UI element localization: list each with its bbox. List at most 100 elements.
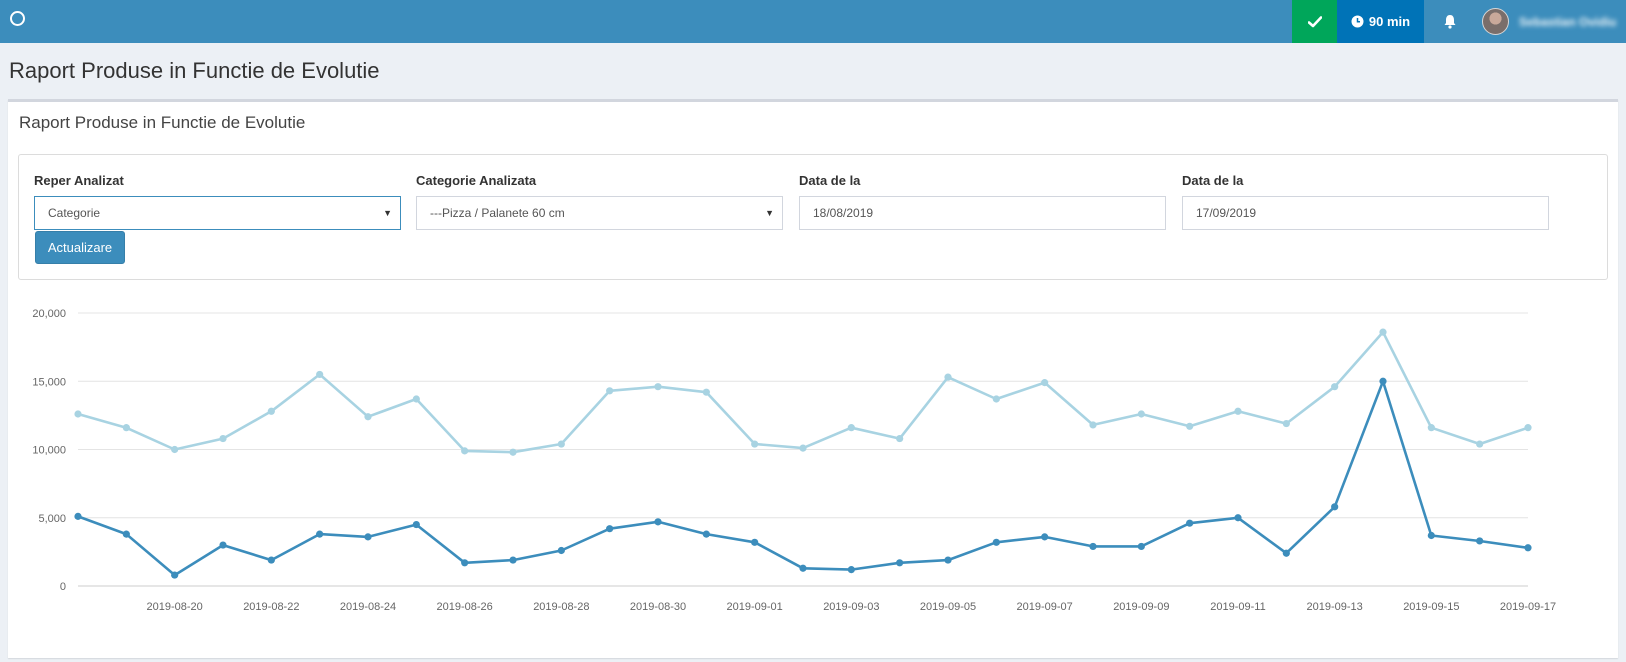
- data-point[interactable]: [364, 413, 372, 421]
- data-point[interactable]: [219, 434, 227, 443]
- circle-icon[interactable]: [10, 11, 25, 26]
- data-point[interactable]: [944, 373, 952, 381]
- data-point[interactable]: [1089, 421, 1097, 429]
- avatar: [1482, 8, 1509, 35]
- series-line-2: [77, 380, 1529, 577]
- data-point[interactable]: [74, 410, 82, 418]
- reper-select-value: Categorie: [48, 206, 101, 220]
- data-point[interactable]: [1041, 533, 1049, 541]
- x-tick-label: 2019-09-15: [1403, 601, 1459, 613]
- data-point[interactable]: [219, 541, 227, 549]
- data-point[interactable]: [606, 525, 614, 533]
- notifications-button[interactable]: [1430, 0, 1470, 43]
- data-point[interactable]: [1476, 440, 1484, 448]
- data-point[interactable]: [944, 556, 952, 564]
- data-point[interactable]: [1089, 542, 1097, 551]
- data-point[interactable]: [557, 440, 565, 448]
- data-point[interactable]: [364, 533, 372, 541]
- data-point[interactable]: [122, 424, 130, 432]
- top-navbar: 90 min Sebastian Ovidiu: [0, 0, 1626, 43]
- data-point[interactable]: [1379, 377, 1387, 385]
- data-point[interactable]: [799, 444, 807, 452]
- x-tick-label: 2019-09-07: [1017, 601, 1073, 613]
- data-point[interactable]: [847, 424, 855, 432]
- data-point[interactable]: [171, 445, 179, 454]
- data-point[interactable]: [654, 518, 662, 526]
- data-point[interactable]: [1282, 419, 1290, 428]
- data-point[interactable]: [1331, 383, 1339, 391]
- data-point[interactable]: [702, 388, 710, 396]
- data-point[interactable]: [1234, 407, 1242, 415]
- data-point[interactable]: [557, 546, 565, 555]
- x-tick-label: 2019-09-09: [1113, 601, 1169, 613]
- data-point[interactable]: [74, 512, 82, 520]
- user-menu[interactable]: Sebastian Ovidiu: [1482, 0, 1616, 43]
- data-point[interactable]: [992, 395, 1000, 403]
- data-point[interactable]: [751, 538, 759, 546]
- data-point[interactable]: [1524, 424, 1532, 432]
- data-point[interactable]: [606, 387, 614, 395]
- date-start-field: Data de la 18/08/2019: [799, 173, 1166, 230]
- data-point[interactable]: [461, 447, 469, 455]
- data-point[interactable]: [171, 571, 179, 579]
- data-point[interactable]: [1186, 422, 1194, 430]
- reper-label: Reper Analizat: [34, 173, 124, 188]
- y-tick-label: 15,000: [32, 376, 66, 388]
- date-start-value: 18/08/2019: [813, 206, 874, 220]
- data-point[interactable]: [122, 530, 130, 538]
- x-tick-label: 2019-09-01: [727, 601, 783, 613]
- x-tick-label: 2019-08-24: [340, 601, 396, 613]
- data-point[interactable]: [702, 530, 710, 538]
- data-point[interactable]: [847, 566, 855, 574]
- data-point[interactable]: [412, 395, 420, 403]
- data-point[interactable]: [896, 559, 904, 567]
- data-point[interactable]: [1331, 503, 1339, 511]
- data-point[interactable]: [509, 448, 517, 456]
- data-point[interactable]: [412, 520, 420, 529]
- data-point[interactable]: [267, 407, 275, 415]
- data-point[interactable]: [316, 370, 324, 379]
- x-tick-label: 2019-08-22: [243, 601, 299, 613]
- caret-down-icon: ▼: [383, 208, 392, 218]
- data-point[interactable]: [799, 564, 807, 572]
- data-point[interactable]: [1427, 531, 1435, 540]
- x-tick-label: 2019-08-20: [147, 601, 203, 613]
- data-point[interactable]: [1476, 537, 1484, 545]
- data-point[interactable]: [992, 538, 1000, 546]
- date-start-input[interactable]: 18/08/2019: [799, 196, 1166, 230]
- categorie-select[interactable]: ---Pizza / Palanete 60 cm ▼: [416, 196, 783, 230]
- x-tick-label: 2019-09-13: [1307, 601, 1363, 613]
- date-start-label: Data de la: [799, 173, 861, 188]
- categorie-field: Categorie Analizata ---Pizza / Palanete …: [416, 173, 783, 230]
- x-tick-label: 2019-09-17: [1500, 601, 1556, 613]
- data-point[interactable]: [751, 440, 759, 448]
- data-point[interactable]: [1524, 544, 1532, 552]
- data-point[interactable]: [1137, 410, 1145, 418]
- y-tick-label: 0: [60, 581, 66, 593]
- data-point[interactable]: [509, 556, 517, 564]
- data-point[interactable]: [1234, 514, 1242, 522]
- date-end-field: Data de la 17/09/2019: [1182, 173, 1549, 230]
- data-point[interactable]: [267, 556, 275, 564]
- data-point[interactable]: [316, 530, 324, 538]
- data-point[interactable]: [461, 559, 469, 567]
- status-check-button[interactable]: [1292, 0, 1337, 43]
- data-point[interactable]: [1282, 549, 1290, 557]
- data-point[interactable]: [1427, 424, 1435, 432]
- data-point[interactable]: [1379, 328, 1387, 336]
- filter-panel: Reper Analizat Categorie ▼ Categorie Ana…: [18, 154, 1608, 280]
- data-point[interactable]: [1186, 519, 1194, 527]
- data-point[interactable]: [654, 383, 662, 391]
- date-end-input[interactable]: 17/09/2019: [1182, 196, 1549, 230]
- data-point[interactable]: [1137, 542, 1145, 551]
- update-button[interactable]: Actualizare: [35, 231, 125, 264]
- report-box: Raport Produse in Functie de Evolutie Re…: [8, 99, 1618, 658]
- series-line-1: [77, 330, 1529, 454]
- reper-select[interactable]: Categorie ▼: [34, 196, 401, 230]
- x-tick-label: 2019-08-26: [437, 601, 493, 613]
- x-tick-label: 2019-09-05: [920, 601, 976, 613]
- data-point[interactable]: [1041, 379, 1049, 387]
- check-icon: [1307, 15, 1322, 27]
- session-timer[interactable]: 90 min: [1337, 0, 1424, 43]
- data-point[interactable]: [896, 434, 904, 443]
